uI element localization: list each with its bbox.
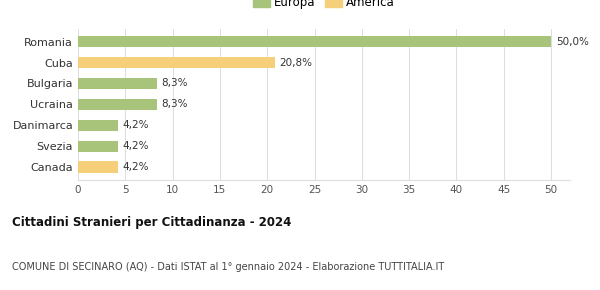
Legend: Europa, America: Europa, America xyxy=(250,0,398,13)
Text: 8,3%: 8,3% xyxy=(161,99,188,109)
Text: 50,0%: 50,0% xyxy=(556,37,589,47)
Bar xyxy=(78,78,157,89)
Bar xyxy=(78,140,118,152)
Text: Cittadini Stranieri per Cittadinanza - 2024: Cittadini Stranieri per Cittadinanza - 2… xyxy=(12,216,292,229)
Bar xyxy=(78,57,275,68)
Bar xyxy=(78,162,118,173)
Text: COMUNE DI SECINARO (AQ) - Dati ISTAT al 1° gennaio 2024 - Elaborazione TUTTITALI: COMUNE DI SECINARO (AQ) - Dati ISTAT al … xyxy=(12,262,444,272)
Text: 4,2%: 4,2% xyxy=(122,120,149,130)
Text: 8,3%: 8,3% xyxy=(161,79,188,88)
Text: 4,2%: 4,2% xyxy=(122,162,149,172)
Bar xyxy=(78,99,157,110)
Bar xyxy=(78,36,551,47)
Text: 20,8%: 20,8% xyxy=(280,57,313,68)
Text: 4,2%: 4,2% xyxy=(122,141,149,151)
Bar xyxy=(78,119,118,131)
